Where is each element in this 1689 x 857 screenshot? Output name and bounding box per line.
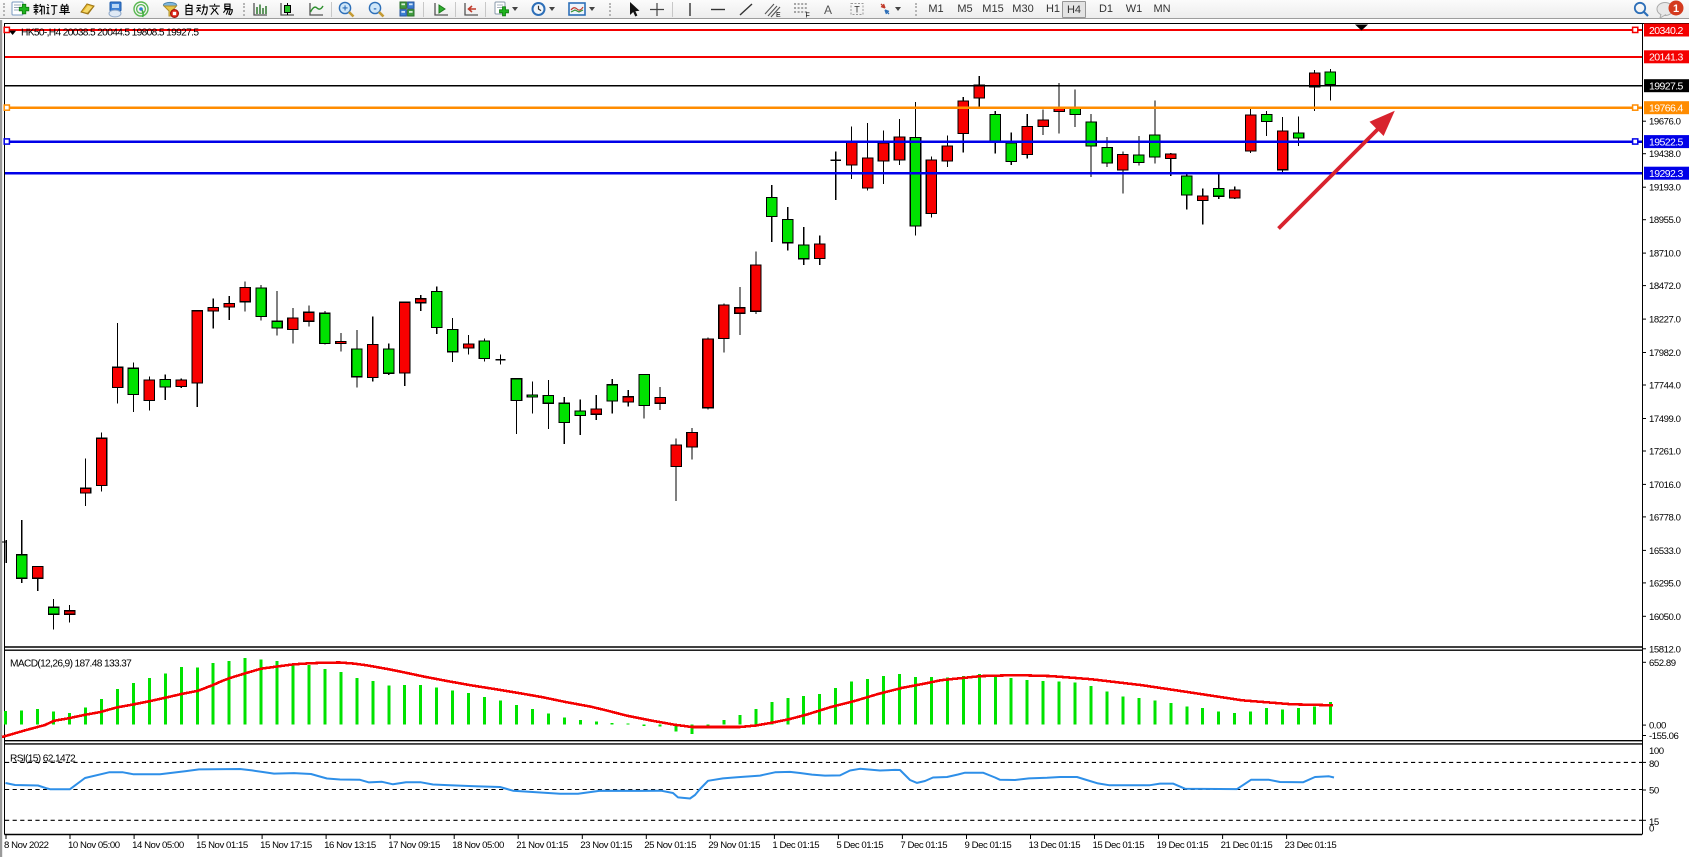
svg-text:18472.0: 18472.0 — [1649, 281, 1681, 292]
svg-text:16778.0: 16778.0 — [1649, 512, 1681, 523]
svg-text:-155.06: -155.06 — [1649, 731, 1679, 742]
svg-text:16533.0: 16533.0 — [1649, 546, 1681, 557]
svg-text:18227.0: 18227.0 — [1649, 315, 1681, 326]
svg-text:18955.0: 18955.0 — [1649, 215, 1681, 226]
svg-text:80: 80 — [1649, 759, 1659, 770]
svg-text:18710.0: 18710.0 — [1649, 249, 1681, 260]
svg-text:29 Nov 01:15: 29 Nov 01:15 — [708, 840, 760, 851]
svg-text:17499.0: 17499.0 — [1649, 414, 1681, 425]
svg-text:16 Nov 13:15: 16 Nov 13:15 — [324, 840, 376, 851]
svg-text:17261.0: 17261.0 — [1649, 447, 1681, 458]
svg-text:23 Dec 01:15: 23 Dec 01:15 — [1285, 840, 1337, 851]
svg-text:13 Dec 01:15: 13 Dec 01:15 — [1029, 840, 1081, 851]
svg-text:E: E — [776, 12, 781, 18]
svg-text:1 Dec 01:15: 1 Dec 01:15 — [772, 840, 819, 851]
svg-text:21 Dec 01:15: 21 Dec 01:15 — [1221, 840, 1273, 851]
svg-text:8 Nov 2022: 8 Nov 2022 — [4, 840, 49, 851]
svg-text:15 Dec 01:15: 15 Dec 01:15 — [1093, 840, 1145, 851]
svg-text:7 Dec 01:15: 7 Dec 01:15 — [900, 840, 947, 851]
svg-text:15: 15 — [1649, 817, 1659, 828]
svg-text:23 Nov 01:15: 23 Nov 01:15 — [580, 840, 632, 851]
svg-text:0.00: 0.00 — [1649, 721, 1666, 732]
svg-text:17 Nov 09:15: 17 Nov 09:15 — [388, 840, 440, 851]
svg-text:HK50-,H4 20038.5 20044.5 1980: HK50-,H4 20038.5 20044.5 19808.5 19927.5 — [21, 28, 199, 39]
svg-text:-: - — [373, 3, 376, 14]
svg-text:16295.0: 16295.0 — [1649, 578, 1681, 589]
svg-text:19193.0: 19193.0 — [1649, 183, 1681, 194]
svg-text:15 Nov 01:15: 15 Nov 01:15 — [196, 840, 248, 851]
svg-text:21 Nov 01:15: 21 Nov 01:15 — [516, 840, 568, 851]
svg-text:19766.4: 19766.4 — [1649, 103, 1684, 115]
svg-text:17744.0: 17744.0 — [1649, 381, 1681, 392]
svg-text:19927.5: 19927.5 — [1649, 81, 1684, 93]
svg-text:15 Nov 17:15: 15 Nov 17:15 — [260, 840, 312, 851]
svg-text:19292.3: 19292.3 — [1649, 168, 1684, 180]
svg-text:RSI(15) 62.1472: RSI(15) 62.1472 — [10, 754, 76, 765]
svg-text:17016.0: 17016.0 — [1649, 480, 1681, 491]
svg-text:20141.3: 20141.3 — [1649, 52, 1684, 64]
svg-text:0: 0 — [1649, 823, 1654, 834]
svg-text:15812.0: 15812.0 — [1649, 644, 1681, 655]
svg-text:+: + — [342, 3, 348, 14]
svg-text:17982.0: 17982.0 — [1649, 348, 1681, 359]
svg-text:652.89: 652.89 — [1649, 658, 1676, 669]
svg-text:19438.0: 19438.0 — [1649, 149, 1681, 160]
svg-text:19676.0: 19676.0 — [1649, 117, 1681, 128]
svg-text:18 Nov 05:00: 18 Nov 05:00 — [452, 840, 504, 851]
svg-text:20340.2: 20340.2 — [1649, 25, 1684, 37]
svg-text:1: 1 — [1673, 3, 1679, 15]
svg-text:25 Nov 01:15: 25 Nov 01:15 — [644, 840, 696, 851]
svg-text:19522.5: 19522.5 — [1649, 136, 1684, 148]
svg-text:T: T — [854, 5, 860, 15]
svg-text:F: F — [806, 13, 810, 19]
svg-text:19 Dec 01:15: 19 Dec 01:15 — [1157, 840, 1209, 851]
svg-text:100: 100 — [1649, 746, 1664, 757]
svg-text:MACD(12,26,9) 187.48 133.37: MACD(12,26,9) 187.48 133.37 — [10, 659, 132, 670]
svg-text:50: 50 — [1649, 786, 1659, 797]
svg-text:9 Dec 01:15: 9 Dec 01:15 — [965, 840, 1012, 851]
svg-text:14 Nov 05:00: 14 Nov 05:00 — [132, 840, 184, 851]
svg-text:10 Nov 05:00: 10 Nov 05:00 — [68, 840, 120, 851]
svg-text:16050.0: 16050.0 — [1649, 612, 1681, 623]
svg-text:5 Dec 01:15: 5 Dec 01:15 — [836, 840, 883, 851]
